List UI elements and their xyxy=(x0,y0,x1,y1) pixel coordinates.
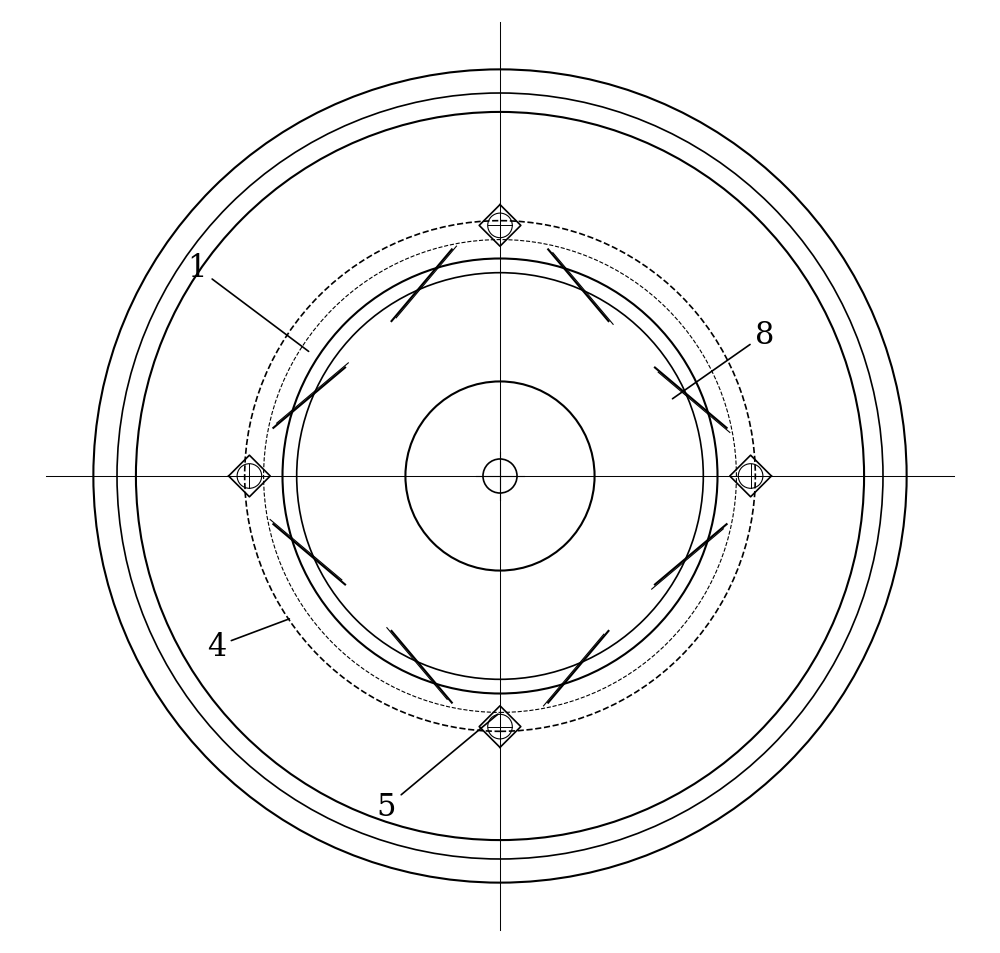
Text: 4: 4 xyxy=(207,619,289,662)
Text: 8: 8 xyxy=(672,319,774,399)
Text: 1: 1 xyxy=(188,253,309,352)
Text: 5: 5 xyxy=(377,715,498,822)
